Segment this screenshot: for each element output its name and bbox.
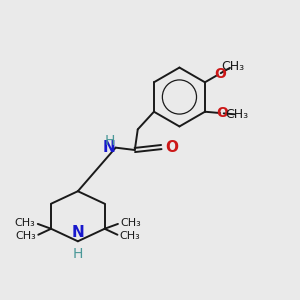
Text: O: O [217, 106, 229, 120]
Text: CH₃: CH₃ [15, 231, 36, 241]
Text: CH₃: CH₃ [120, 218, 141, 228]
Text: CH₃: CH₃ [226, 108, 249, 121]
Text: O: O [214, 67, 226, 81]
Text: H: H [105, 134, 115, 148]
Text: CH₃: CH₃ [15, 218, 35, 228]
Text: H: H [73, 247, 83, 261]
Text: CH₃: CH₃ [120, 231, 141, 241]
Text: N: N [102, 140, 115, 155]
Text: O: O [165, 140, 178, 154]
Text: CH₃: CH₃ [221, 60, 244, 73]
Text: N: N [71, 225, 84, 240]
